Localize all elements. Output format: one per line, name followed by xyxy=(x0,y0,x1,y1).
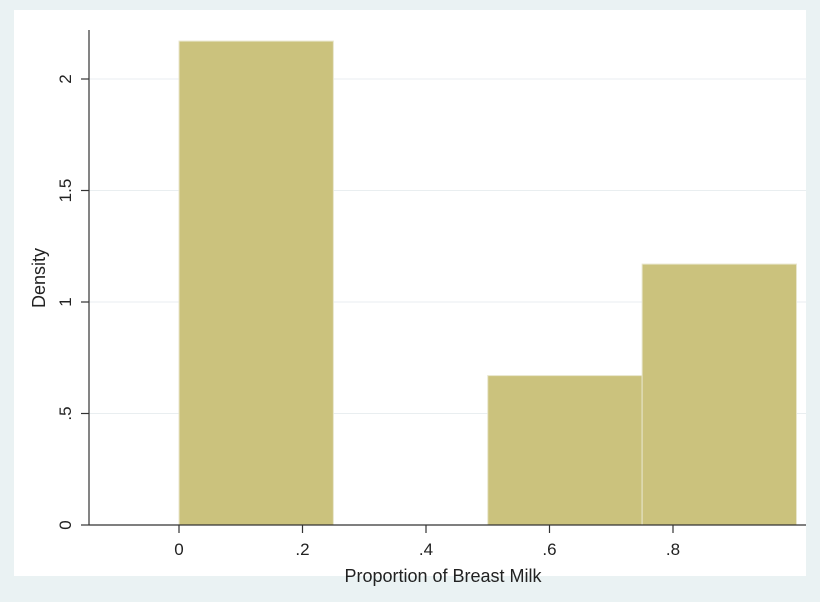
x-tick-label: .8 xyxy=(666,540,680,559)
y-axis-ticks: 0 .5 1 1.5 2 xyxy=(56,74,89,530)
y-tick-label: .5 xyxy=(56,406,75,420)
y-axis-title: Density xyxy=(29,248,49,308)
x-tick-label: 0 xyxy=(174,540,183,559)
x-axis-title: Proportion of Breast Milk xyxy=(344,566,542,586)
histogram-bar xyxy=(487,375,643,526)
y-tick-label: 2 xyxy=(56,74,75,83)
y-tick-label: 1 xyxy=(56,297,75,306)
x-tick-label: .4 xyxy=(419,540,433,559)
histogram-bar xyxy=(178,40,334,526)
y-tick-label: 1.5 xyxy=(56,179,75,203)
histogram-bar xyxy=(641,263,797,526)
x-axis-ticks: 0 .2 .4 .6 .8 xyxy=(174,525,680,559)
x-tick-label: .2 xyxy=(295,540,309,559)
y-tick-label: 0 xyxy=(56,520,75,529)
x-tick-label: .6 xyxy=(542,540,556,559)
